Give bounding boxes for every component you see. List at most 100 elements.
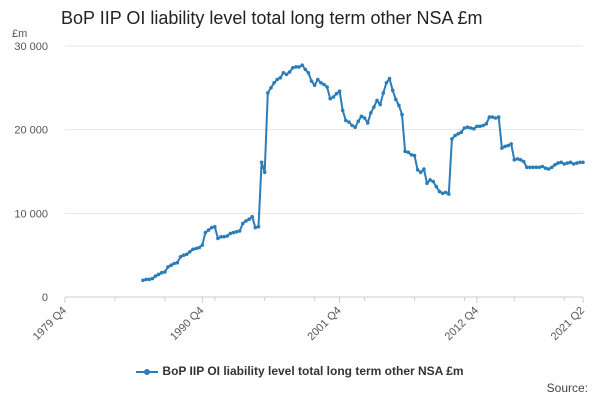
data-point[interactable] bbox=[518, 158, 523, 162]
data-point[interactable] bbox=[306, 71, 311, 75]
data-point[interactable] bbox=[275, 77, 280, 82]
data-point[interactable] bbox=[571, 162, 576, 166]
data-point[interactable] bbox=[256, 224, 261, 229]
data-point[interactable] bbox=[284, 72, 289, 77]
data-point[interactable] bbox=[537, 165, 542, 170]
data-point[interactable] bbox=[203, 230, 208, 235]
data-point[interactable] bbox=[437, 189, 442, 194]
data-point[interactable] bbox=[387, 76, 392, 81]
data-point[interactable] bbox=[422, 167, 426, 171]
data-point[interactable] bbox=[169, 263, 173, 268]
data-point[interactable] bbox=[144, 277, 148, 282]
data-point[interactable] bbox=[287, 70, 292, 74]
data-point[interactable] bbox=[172, 261, 176, 266]
data-point[interactable] bbox=[521, 159, 526, 164]
data-point[interactable] bbox=[406, 150, 411, 155]
data-point[interactable] bbox=[394, 97, 398, 102]
data-point[interactable] bbox=[528, 165, 532, 170]
data-point[interactable] bbox=[209, 225, 214, 230]
data-point[interactable] bbox=[331, 95, 336, 99]
data-point[interactable] bbox=[462, 126, 467, 130]
data-point[interactable] bbox=[150, 276, 155, 281]
data-point[interactable] bbox=[453, 133, 457, 138]
data-point[interactable] bbox=[163, 270, 167, 274]
data-point[interactable] bbox=[400, 112, 404, 117]
data-point[interactable] bbox=[216, 236, 220, 241]
data-point[interactable] bbox=[237, 229, 242, 233]
data-point[interactable] bbox=[191, 247, 195, 252]
data-point[interactable] bbox=[500, 146, 504, 150]
data-point[interactable] bbox=[200, 243, 205, 247]
data-point[interactable] bbox=[534, 165, 538, 170]
data-point[interactable] bbox=[269, 86, 273, 90]
data-point[interactable] bbox=[156, 272, 161, 277]
data-point[interactable] bbox=[490, 115, 495, 119]
data-point[interactable] bbox=[316, 77, 320, 82]
data-point[interactable] bbox=[272, 81, 276, 85]
data-point[interactable] bbox=[412, 153, 417, 158]
data-point[interactable] bbox=[390, 88, 395, 93]
data-point[interactable] bbox=[562, 162, 567, 166]
data-point[interactable] bbox=[178, 254, 183, 259]
data-point[interactable] bbox=[175, 260, 180, 265]
data-point[interactable] bbox=[487, 115, 492, 119]
data-point[interactable] bbox=[428, 178, 432, 182]
data-point[interactable] bbox=[322, 82, 326, 87]
data-point[interactable] bbox=[294, 65, 298, 69]
data-point[interactable] bbox=[340, 108, 345, 113]
data-point[interactable] bbox=[475, 124, 479, 129]
data-point[interactable] bbox=[559, 160, 563, 165]
data-point[interactable] bbox=[546, 167, 551, 171]
data-point[interactable] bbox=[496, 115, 501, 119]
data-point[interactable] bbox=[253, 225, 258, 230]
data-point[interactable] bbox=[509, 142, 513, 146]
data-point[interactable] bbox=[484, 122, 489, 126]
data-point[interactable] bbox=[309, 79, 314, 83]
data-point[interactable] bbox=[381, 91, 386, 95]
data-point[interactable] bbox=[440, 191, 445, 196]
data-point[interactable] bbox=[369, 111, 373, 115]
data-point[interactable] bbox=[431, 179, 436, 184]
data-point[interactable] bbox=[515, 157, 520, 161]
data-point[interactable] bbox=[213, 224, 217, 229]
data-point[interactable] bbox=[141, 278, 145, 283]
data-point[interactable] bbox=[291, 66, 295, 70]
data-point[interactable] bbox=[468, 126, 473, 130]
data-point[interactable] bbox=[578, 160, 582, 165]
data-point[interactable] bbox=[184, 252, 189, 257]
data-point[interactable] bbox=[359, 114, 364, 119]
data-point[interactable] bbox=[181, 253, 186, 257]
data-point[interactable] bbox=[378, 102, 383, 107]
data-point[interactable] bbox=[206, 228, 211, 232]
data-point[interactable] bbox=[443, 190, 448, 195]
data-point[interactable] bbox=[493, 116, 498, 120]
data-point[interactable] bbox=[319, 81, 323, 85]
data-point[interactable] bbox=[540, 164, 545, 169]
data-point[interactable] bbox=[353, 125, 358, 129]
data-point[interactable] bbox=[250, 214, 254, 219]
data-point[interactable] bbox=[481, 123, 485, 128]
data-point[interactable] bbox=[506, 143, 510, 148]
data-point[interactable] bbox=[147, 277, 152, 282]
data-point[interactable] bbox=[247, 217, 251, 221]
data-point[interactable] bbox=[312, 83, 317, 88]
data-point[interactable] bbox=[241, 221, 245, 226]
data-point[interactable] bbox=[159, 270, 164, 275]
data-point[interactable] bbox=[556, 161, 560, 165]
data-point[interactable] bbox=[550, 165, 554, 170]
data-point[interactable] bbox=[409, 153, 414, 157]
data-point[interactable] bbox=[350, 123, 354, 128]
data-point[interactable] bbox=[403, 149, 407, 154]
data-point[interactable] bbox=[228, 231, 233, 236]
data-point[interactable] bbox=[219, 235, 223, 239]
data-point[interactable] bbox=[372, 105, 376, 109]
data-point[interactable] bbox=[397, 103, 401, 108]
data-point[interactable] bbox=[472, 127, 476, 131]
data-point[interactable] bbox=[188, 250, 192, 254]
data-point[interactable] bbox=[334, 91, 339, 96]
data-point[interactable] bbox=[565, 161, 570, 165]
data-point[interactable] bbox=[512, 158, 517, 162]
data-point[interactable] bbox=[415, 168, 420, 172]
data-point[interactable] bbox=[259, 160, 264, 165]
data-point[interactable] bbox=[197, 245, 201, 250]
